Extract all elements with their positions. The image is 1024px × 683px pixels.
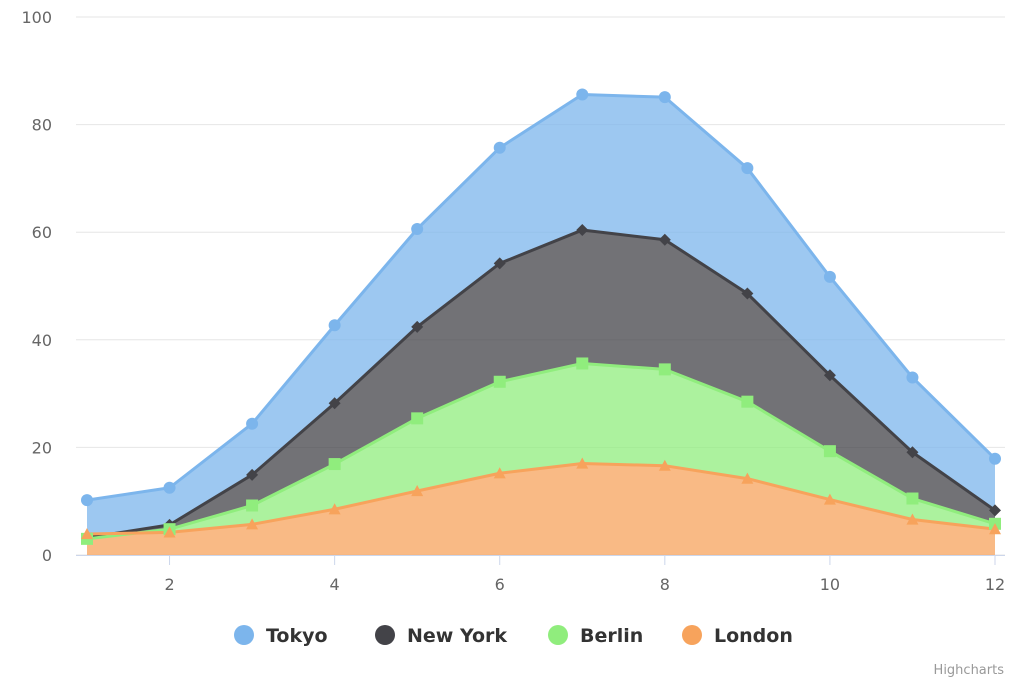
legend-item-london[interactable]: London (682, 625, 793, 647)
credits-label[interactable]: Highcharts (934, 663, 1005, 678)
point-tokyo-5[interactable] (411, 222, 424, 235)
point-berlin-5[interactable] (411, 412, 424, 425)
y-tick-label: 100 (21, 8, 52, 27)
point-tokyo-6[interactable] (493, 141, 506, 154)
point-new-york-10[interactable] (823, 369, 836, 382)
point-tokyo-4[interactable] (328, 319, 341, 332)
line-berlin[interactable] (86, 361, 996, 541)
legend-item-berlin[interactable]: Berlin (548, 625, 643, 647)
point-berlin-8[interactable] (658, 363, 671, 376)
x-tick-label: 6 (495, 575, 505, 594)
point-london-8[interactable] (658, 459, 671, 471)
area-berlin[interactable] (87, 363, 995, 539)
point-new-york-7[interactable] (576, 224, 589, 237)
point-new-york-8[interactable] (658, 233, 671, 246)
legend-label: Berlin (580, 625, 643, 647)
point-new-york-4[interactable] (328, 397, 341, 410)
point-berlin-11[interactable] (906, 492, 919, 505)
point-tokyo-1[interactable] (81, 494, 93, 507)
y-tick-label: 40 (32, 331, 52, 350)
point-tokyo-3[interactable] (246, 417, 259, 430)
point-new-york-9[interactable] (741, 287, 754, 300)
point-berlin-4[interactable] (328, 458, 341, 471)
x-tick-label: 10 (820, 575, 840, 594)
point-london-9[interactable] (741, 472, 754, 484)
point-berlin-6[interactable] (493, 375, 506, 388)
y-tick-label: 20 (32, 438, 52, 457)
point-berlin-7[interactable] (576, 357, 589, 370)
y-tick-label: 0 (42, 546, 52, 565)
point-london-7[interactable] (576, 457, 589, 469)
area-new-york[interactable] (87, 230, 995, 539)
y-tick-label: 60 (32, 223, 52, 242)
line-london[interactable] (86, 462, 996, 536)
point-new-york-3[interactable] (246, 468, 259, 481)
point-london-10[interactable] (823, 493, 836, 505)
point-london-1[interactable] (81, 528, 93, 540)
point-london-6[interactable] (493, 467, 506, 479)
x-tick-label: 12 (985, 575, 1005, 594)
point-london-12[interactable] (989, 523, 1001, 535)
point-tokyo-10[interactable] (823, 270, 836, 283)
x-tick-label: 4 (330, 575, 340, 594)
line-new-york[interactable] (86, 228, 996, 540)
point-london-2[interactable] (163, 526, 176, 538)
point-london-11[interactable] (906, 513, 919, 525)
series-areas (87, 94, 995, 555)
legend-symbol (375, 625, 395, 645)
point-new-york-11[interactable] (906, 446, 919, 459)
point-berlin-3[interactable] (246, 499, 259, 512)
legend: Tokyo New York Berlin London (234, 625, 793, 647)
legend-symbol (548, 625, 568, 645)
legend-label: Tokyo (266, 625, 328, 647)
legend-item-tokyo[interactable]: Tokyo (234, 625, 328, 647)
point-berlin-10[interactable] (823, 445, 836, 458)
point-tokyo-12[interactable] (989, 452, 1001, 465)
axes: 0 20 40 60 80 100 2 4 6 8 10 12 (21, 8, 1005, 594)
y-tick-label: 80 (32, 116, 52, 135)
area-london[interactable] (87, 463, 995, 555)
point-new-york-6[interactable] (493, 257, 506, 270)
series-markers (81, 88, 1001, 545)
series-lines (86, 92, 997, 541)
point-tokyo-11[interactable] (906, 371, 919, 384)
point-tokyo-2[interactable] (163, 481, 176, 494)
point-new-york-12[interactable] (989, 504, 1001, 517)
point-london-4[interactable] (328, 503, 341, 515)
x-tick-label: 2 (164, 575, 174, 594)
point-tokyo-7[interactable] (576, 88, 589, 101)
legend-symbol (682, 625, 702, 645)
point-london-5[interactable] (411, 484, 424, 497)
point-berlin-9[interactable] (741, 395, 754, 408)
point-new-york-5[interactable] (411, 320, 424, 333)
legend-label: New York (407, 625, 507, 647)
point-tokyo-8[interactable] (658, 91, 671, 104)
point-london-3[interactable] (246, 518, 259, 530)
legend-label: London (714, 625, 793, 647)
point-tokyo-9[interactable] (741, 162, 754, 175)
legend-item-new-york[interactable]: New York (375, 625, 507, 647)
x-tick-label: 8 (660, 575, 670, 594)
area-tokyo[interactable] (87, 94, 995, 538)
legend-symbol (234, 625, 254, 645)
line-tokyo[interactable] (86, 92, 997, 502)
